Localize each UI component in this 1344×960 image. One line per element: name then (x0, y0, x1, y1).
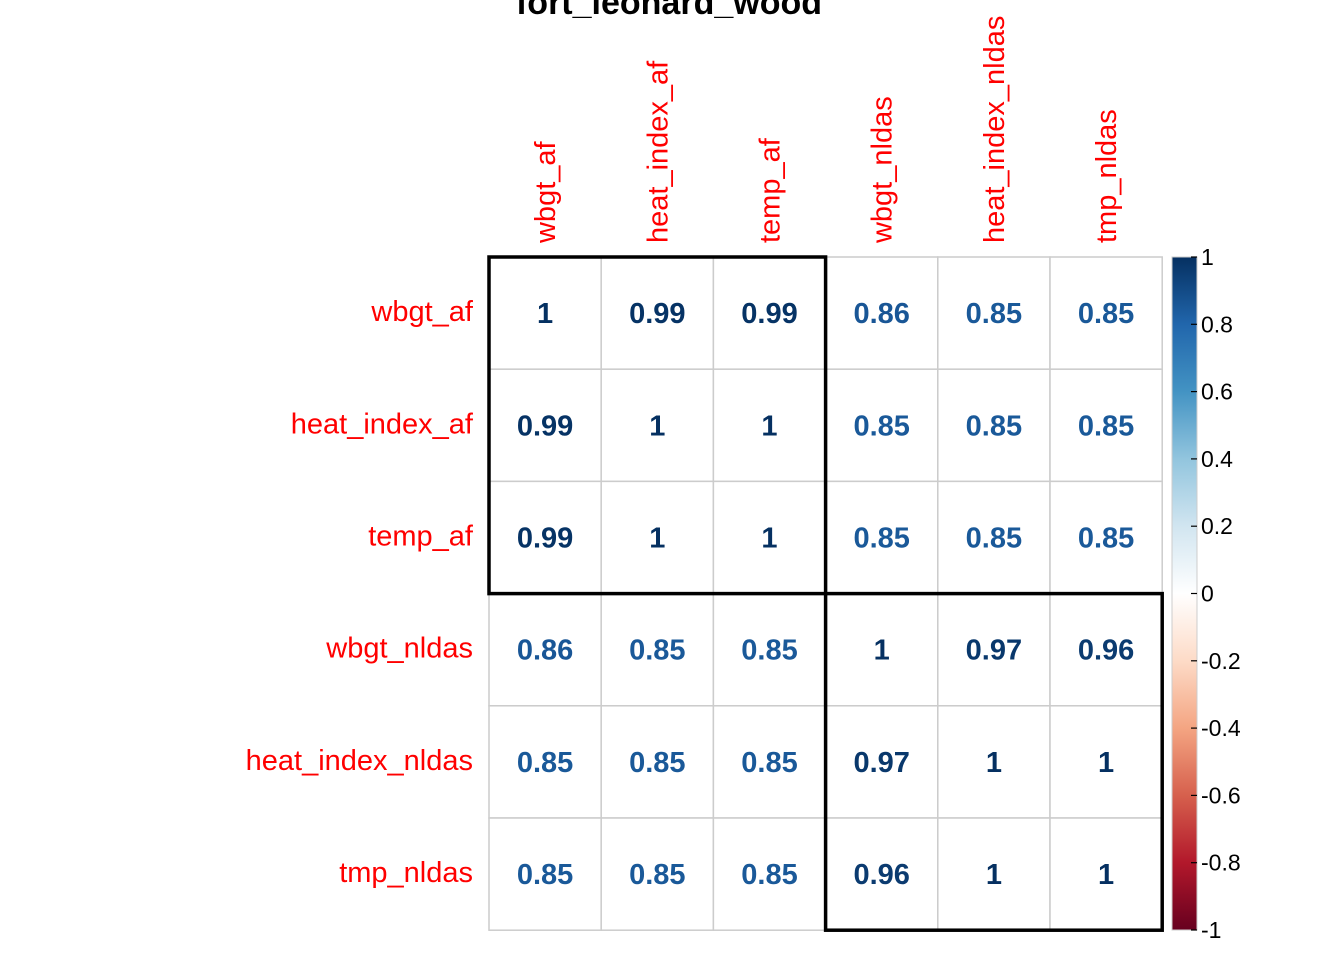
chart-title: fort_leonard_wood (516, 0, 822, 22)
cluster-box-2 (823, 591, 1164, 932)
cell-value-tmp_nldas-wbgt_af: 0.85 (517, 859, 573, 891)
cell-value-temp_af-heat_index_nldas: 0.85 (966, 523, 1022, 555)
cell-value-wbgt_nldas-tmp_nldas: 0.96 (1078, 635, 1134, 667)
column-label-tmp_nldas: tmp_nldas (1091, 109, 1123, 243)
cell-value-heat_index_nldas-wbgt_af: 0.85 (517, 747, 573, 779)
cluster-boxes (487, 255, 1164, 932)
row-label-temp_af: temp_af (368, 521, 474, 553)
cell-value-wbgt_af-wbgt_nldas: 0.86 (853, 298, 909, 330)
cell-temp_af-wbgt_nldas (824, 480, 939, 595)
cell-value-heat_index_nldas-temp_af: 0.85 (741, 747, 797, 779)
cell-value-wbgt_af-temp_af: 0.99 (741, 298, 797, 330)
cell-grid: 1 0.99 0.99 0.86 0.85 0.85 0.99 1 1 0.85 0.85 0.85 0… (488, 256, 1163, 931)
cell-value-heat_index_af-wbgt_af: 0.99 (517, 410, 573, 442)
cell-wbgt_nldas-wbgt_nldas (824, 592, 939, 707)
cell-value-tmp_nldas-heat_index_nldas: 1 (986, 859, 1002, 891)
cell-wbgt_nldas-heat_index_nldas (937, 592, 1051, 707)
row-label-tmp_nldas: tmp_nldas (339, 857, 473, 889)
colorbar-tick-label: 1 (1201, 244, 1214, 270)
cell-value-heat_index_nldas-heat_index_af: 0.85 (629, 747, 685, 779)
cell-tmp_nldas-wbgt_af (488, 817, 602, 931)
cell-value-wbgt_nldas-wbgt_nldas: 1 (874, 635, 890, 667)
cell-value-heat_index_af-heat_index_af: 1 (649, 410, 665, 442)
cell-value-wbgt_af-heat_index_af: 0.99 (629, 298, 685, 330)
cell-wbgt_nldas-heat_index_af (600, 592, 715, 707)
cell-heat_index_af-heat_index_nldas (937, 368, 1051, 483)
cluster-box-1 (487, 255, 828, 596)
column-label-wbgt_nldas: wbgt_nldas (867, 96, 899, 244)
cell-wbgt_af-wbgt_af (488, 256, 602, 370)
cell-temp_af-tmp_nldas (1049, 480, 1163, 595)
cell-heat_index_nldas-heat_index_nldas (937, 705, 1051, 819)
cell-tmp_nldas-wbgt_nldas (824, 817, 939, 931)
cell-value-heat_index_nldas-heat_index_nldas: 1 (986, 747, 1002, 779)
colorbar-tick-label: -0.6 (1201, 782, 1241, 808)
cell-tmp_nldas-temp_af (712, 817, 827, 931)
cell-value-wbgt_af-heat_index_nldas: 0.85 (966, 298, 1022, 330)
colorbar-tick-label: 0.2 (1201, 513, 1233, 539)
column-label-wbgt_af: wbgt_af (530, 140, 562, 244)
cell-value-wbgt_nldas-temp_af: 0.85 (741, 635, 797, 667)
cell-value-heat_index_af-wbgt_nldas: 0.85 (853, 410, 909, 442)
row-label-heat_index_af: heat_index_af (291, 408, 474, 440)
cell-value-tmp_nldas-heat_index_af: 0.85 (629, 859, 685, 891)
cell-wbgt_af-heat_index_nldas (937, 256, 1051, 370)
cell-value-tmp_nldas-temp_af: 0.85 (741, 859, 797, 891)
cell-value-temp_af-wbgt_af: 0.99 (517, 523, 573, 555)
column-label-heat_index_nldas: heat_index_nldas (979, 16, 1011, 243)
colorbar-tick-label: -1 (1201, 917, 1221, 943)
colorbar-tick-label: 0.4 (1201, 446, 1233, 472)
colorbar-tick-label: -0.2 (1201, 648, 1241, 674)
cell-heat_index_af-tmp_nldas (1049, 368, 1163, 483)
cell-temp_af-heat_index_nldas (937, 480, 1051, 595)
cell-value-temp_af-tmp_nldas: 0.85 (1078, 523, 1134, 555)
cell-value-temp_af-heat_index_af: 1 (649, 523, 665, 555)
cell-heat_index_nldas-wbgt_af (488, 705, 602, 819)
row-label-wbgt_nldas: wbgt_nldas (325, 633, 473, 665)
cell-value-tmp_nldas-tmp_nldas: 1 (1098, 859, 1114, 891)
cell-value-heat_index_af-heat_index_nldas: 0.85 (966, 410, 1022, 442)
colorbar-tick-label: -0.4 (1201, 715, 1241, 741)
row-label-wbgt_af: wbgt_af (370, 296, 474, 328)
cell-tmp_nldas-tmp_nldas (1049, 817, 1163, 931)
cell-value-tmp_nldas-wbgt_nldas: 0.96 (853, 859, 909, 891)
cell-value-heat_index_nldas-tmp_nldas: 1 (1098, 747, 1114, 779)
row-label-heat_index_nldas: heat_index_nldas (246, 745, 473, 777)
colorbar-tick-label: -0.8 (1201, 850, 1241, 876)
cell-heat_index_af-heat_index_af (600, 368, 715, 483)
column-label-heat_index_af: heat_index_af (642, 60, 674, 243)
cell-value-heat_index_nldas-wbgt_nldas: 0.97 (853, 747, 909, 779)
cell-heat_index_nldas-heat_index_af (600, 705, 715, 819)
row-labels: wbgt_af heat_index_af temp_af wbgt_nldashea… (246, 296, 474, 889)
cell-temp_af-temp_af (712, 480, 827, 595)
cell-value-heat_index_af-tmp_nldas: 0.85 (1078, 410, 1134, 442)
column-labels: wbgt_af heat_index_af temp_af wbgt_nldas hea… (530, 16, 1123, 244)
colorbar: 1 0.8 0.6 0.4 0.2 0 -0.2 -0.4 -0.6 -0.8 -1 (1171, 244, 1241, 943)
cell-tmp_nldas-heat_index_af (600, 817, 715, 931)
cell-wbgt_af-wbgt_nldas (824, 256, 939, 370)
cell-wbgt_af-tmp_nldas (1049, 256, 1163, 370)
cell-value-wbgt_nldas-heat_index_af: 0.85 (629, 635, 685, 667)
cell-value-wbgt_af-tmp_nldas: 0.85 (1078, 298, 1134, 330)
column-label-temp_af: temp_af (755, 137, 787, 243)
cell-heat_index_af-wbgt_nldas (824, 368, 939, 483)
colorbar-tick-label: 0.6 (1201, 379, 1233, 405)
cell-value-wbgt_nldas-wbgt_af: 0.86 (517, 635, 573, 667)
cell-heat_index_nldas-temp_af (712, 705, 827, 819)
cell-value-heat_index_af-temp_af: 1 (761, 410, 777, 442)
colorbar-tick-label: 0 (1201, 581, 1214, 607)
colorbar-tick-label: 0.8 (1201, 311, 1233, 337)
cell-heat_index_nldas-wbgt_nldas (824, 705, 939, 819)
cell-value-wbgt_af-wbgt_af: 1 (537, 298, 553, 330)
cell-heat_index_nldas-tmp_nldas (1049, 705, 1163, 819)
cell-value-temp_af-temp_af: 1 (761, 523, 777, 555)
cell-value-temp_af-wbgt_nldas: 0.85 (853, 523, 909, 555)
cell-value-wbgt_nldas-heat_index_nldas: 0.97 (966, 635, 1022, 667)
